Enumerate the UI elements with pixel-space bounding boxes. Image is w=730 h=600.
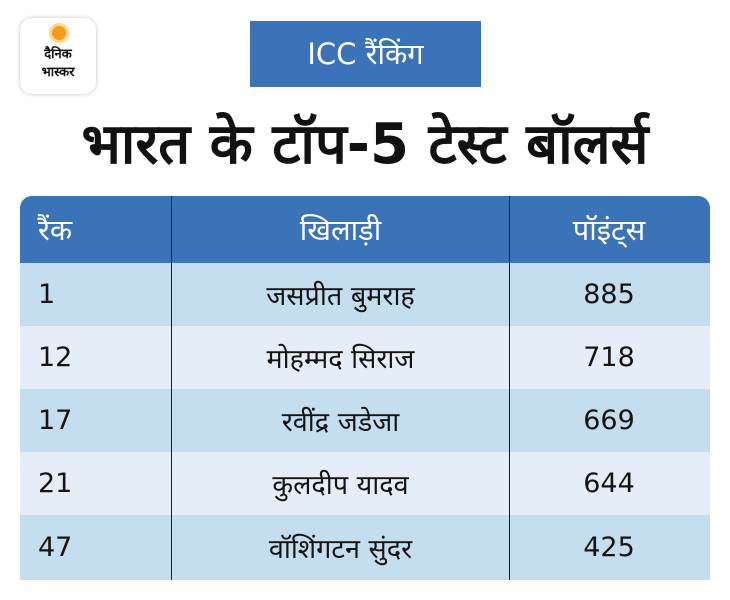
table-row: 1 जसप्रीत बुमराह 885 [20, 263, 710, 326]
icc-ranking-badge: ICC रैंकिंग [250, 21, 481, 87]
column-divider [171, 196, 172, 580]
page-title: भारत के टॉप-5 टेस्ट बॉलर्स [81, 112, 649, 177]
table-row: 17 रवींद्र जडेजा 669 [20, 389, 710, 452]
player-cell: रवींद्र जडेजा [281, 407, 400, 438]
points-cell: 718 [583, 342, 635, 373]
dainik-bhaskar-logo: दैनिक भास्कर [20, 18, 96, 94]
column-header-rank: रैंक [38, 213, 73, 247]
table-header: रैंक खिलाड़ी पॉइंट्स [20, 196, 710, 263]
rank-cell: 1 [38, 279, 56, 310]
table-row: 12 मोहम्मद सिराज 718 [20, 326, 710, 389]
points-cell: 669 [583, 405, 635, 436]
rank-cell: 47 [38, 532, 73, 563]
points-cell: 885 [583, 279, 635, 310]
player-cell: वॉशिंगटन सुंदर [268, 534, 413, 565]
logo-text-line2: भास्कर [41, 65, 75, 80]
column-header-player: खिलाड़ी [299, 213, 382, 247]
table-row: 47 वॉशिंगटन सुंदर 425 [20, 515, 710, 580]
table-body: 1 जसप्रीत बुमराह 885 12 मोहम्मद सिराज 71… [20, 263, 710, 580]
points-cell: 644 [583, 468, 635, 499]
player-cell: कुलदीप यादव [272, 470, 409, 501]
sun-icon [52, 26, 66, 40]
rank-cell: 12 [38, 342, 73, 373]
player-cell: मोहम्मद सिराज [266, 344, 415, 375]
player-cell: जसप्रीत बुमराह [266, 281, 415, 312]
column-header-points: पॉइंट्स [572, 213, 646, 247]
logo-text-line1: दैनिक [44, 47, 72, 62]
rank-cell: 17 [38, 405, 73, 436]
points-cell: 425 [583, 532, 635, 563]
table-row: 21 कुलदीप यादव 644 [20, 452, 710, 515]
rank-cell: 21 [38, 468, 73, 499]
rankings-table: रैंक खिलाड़ी पॉइंट्स 1 जसप्रीत बुमराह 88… [20, 196, 710, 580]
column-divider [509, 196, 510, 580]
